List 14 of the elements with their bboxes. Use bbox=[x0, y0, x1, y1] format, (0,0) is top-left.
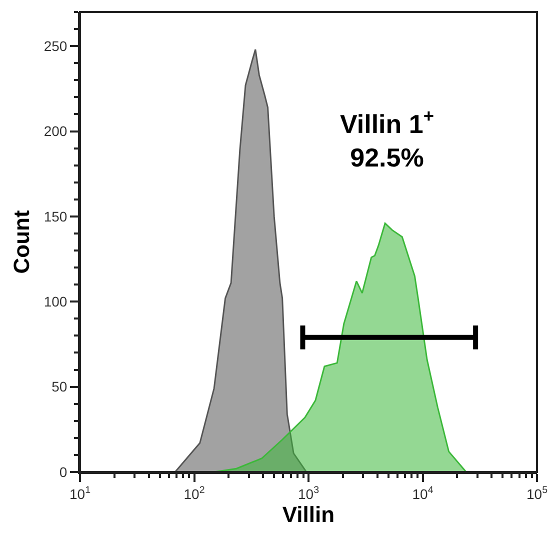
y-tick-label: 50 bbox=[52, 378, 68, 395]
y-tick-label: 0 bbox=[59, 464, 68, 480]
x-tick-label: 10$^{4}$ bbox=[412, 484, 434, 502]
y-axis-title: Count bbox=[9, 210, 34, 274]
x-axis-title: Villin bbox=[282, 502, 335, 527]
y-tick-label: 100 bbox=[44, 294, 68, 310]
x-tick-label: 10$^{1}$ bbox=[69, 484, 91, 502]
y-tick-label: 150 bbox=[44, 208, 68, 224]
x-tick-label: 10$^{3}$ bbox=[298, 484, 320, 502]
x-tick-label: 10$^{2}$ bbox=[184, 484, 205, 502]
y-tick-label: 200 bbox=[44, 123, 68, 140]
y-tick-label: 250 bbox=[44, 38, 68, 54]
x-tick-label: 10$^{5}$ bbox=[526, 484, 548, 502]
annotation: Villin 1$^{+}$ 92.5% bbox=[340, 106, 434, 173]
